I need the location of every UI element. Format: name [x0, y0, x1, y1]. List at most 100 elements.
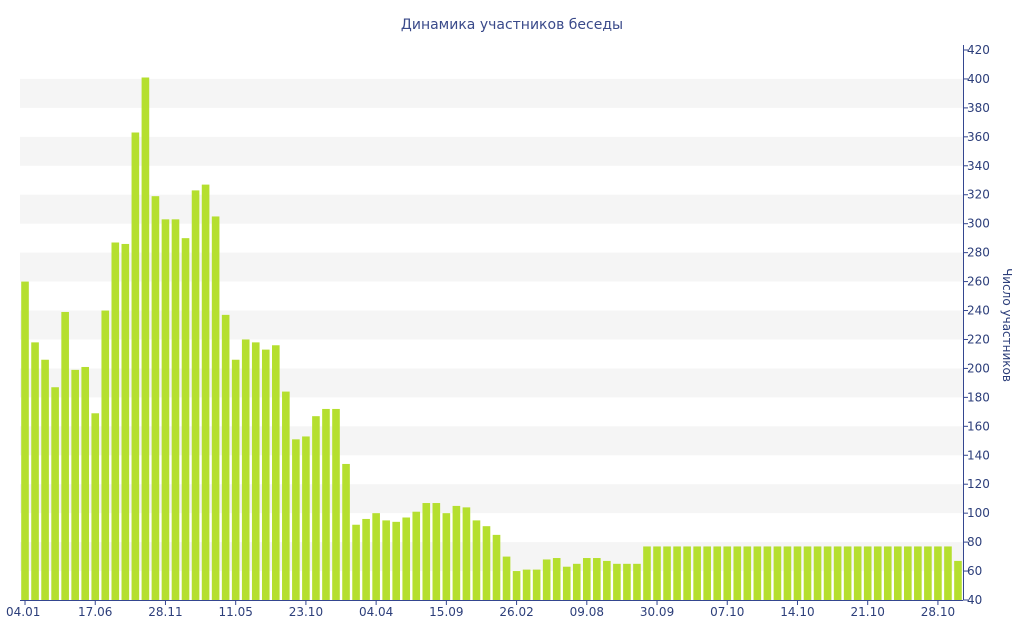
bar: [211, 216, 220, 600]
bar: [121, 243, 130, 600]
grid-band: [20, 78, 963, 108]
y-tick-label: 280: [967, 246, 990, 260]
bar: [191, 190, 200, 600]
bar: [603, 560, 611, 600]
bar: [783, 546, 792, 600]
bar: [402, 517, 411, 600]
bar: [472, 520, 481, 600]
bar: [442, 513, 451, 600]
grid-band: [20, 426, 963, 456]
bar: [944, 546, 952, 600]
y-tick-label: 380: [967, 101, 990, 115]
bar: [713, 546, 722, 600]
bar: [683, 546, 691, 600]
bar: [251, 342, 260, 600]
bar: [914, 546, 922, 600]
bar: [452, 505, 461, 600]
bar: [924, 546, 932, 600]
y-axis-label: Число участников: [1000, 268, 1014, 382]
bar: [663, 546, 671, 600]
bar: [512, 571, 521, 600]
bar: [101, 310, 110, 600]
grid-band: [20, 136, 963, 166]
y-tick-label: 40: [967, 593, 982, 607]
y-tick-label: 200: [967, 361, 990, 375]
y-tick-label: 360: [967, 130, 990, 144]
bar: [703, 546, 711, 600]
bar: [312, 416, 320, 600]
bar: [41, 359, 49, 600]
bar: [302, 436, 310, 600]
bar: [532, 569, 541, 600]
x-tick-label: 15.09: [429, 605, 463, 619]
bar: [813, 546, 822, 600]
y-tick-label: 160: [967, 419, 990, 433]
grid-band: [20, 484, 963, 514]
grid-bands: [20, 78, 963, 572]
bar: [272, 345, 280, 600]
bar: [111, 242, 120, 600]
grid-band: [20, 542, 963, 572]
y-tick-label: 240: [967, 304, 990, 318]
bar: [221, 314, 230, 600]
bar: [51, 387, 59, 600]
grid-band: [20, 252, 963, 282]
x-tick-label: 23.10: [289, 605, 323, 619]
bar: [181, 238, 190, 600]
bar: [412, 511, 421, 600]
grid-band: [20, 368, 963, 398]
bar: [593, 558, 601, 600]
x-tick-labels: 04.01 17.06 28.11 11.05 23.10 04.04 15.09 26.02…: [6, 600, 955, 619]
bar: [883, 546, 892, 600]
bar: [31, 342, 39, 600]
bar: [633, 563, 641, 600]
x-tick-label: 17.06: [78, 605, 112, 619]
bar: [863, 546, 872, 600]
x-tick-label: 28.11: [148, 605, 182, 619]
y-tick-label: 300: [967, 217, 990, 231]
x-tick-label: 26.02: [499, 605, 533, 619]
bar: [673, 546, 681, 600]
y-tick-label: 100: [967, 506, 990, 520]
bar: [171, 219, 180, 600]
bar: [743, 546, 752, 600]
y-tick-label: 80: [967, 535, 982, 549]
x-tick-label: 30.09: [640, 605, 674, 619]
bar: [422, 503, 431, 600]
bar: [21, 281, 29, 600]
x-tick-label: 09.08: [570, 605, 604, 619]
bar: [352, 524, 360, 600]
bar: [91, 413, 100, 600]
bar: [803, 546, 812, 600]
y-tick-label: 320: [967, 188, 990, 202]
y-tick-label: 140: [967, 448, 990, 462]
bar: [141, 77, 150, 600]
x-tick-label: 28.10: [921, 605, 955, 619]
bar: [653, 546, 661, 600]
y-tick-label: 420: [967, 43, 990, 57]
bar: [362, 518, 370, 600]
bar: [462, 507, 471, 600]
bar: [793, 546, 802, 600]
bar: [562, 566, 571, 600]
bar: [893, 546, 902, 600]
bar: [643, 546, 651, 600]
bar: [934, 546, 942, 600]
x-tick-label: 21.10: [851, 605, 885, 619]
y-tick-label: 340: [967, 159, 990, 173]
bar: [322, 408, 330, 600]
bar: [201, 184, 210, 601]
bar: [773, 546, 782, 600]
bar: [392, 521, 400, 600]
bar: [582, 558, 591, 600]
bar: [372, 513, 380, 600]
bar: [753, 546, 762, 600]
bar: [623, 563, 631, 600]
bar: [723, 546, 732, 600]
bar: [81, 366, 90, 600]
bar: [61, 311, 69, 600]
y-tick-label: 180: [967, 390, 990, 404]
y-tick-label: 400: [967, 72, 990, 86]
bar: [261, 349, 270, 600]
